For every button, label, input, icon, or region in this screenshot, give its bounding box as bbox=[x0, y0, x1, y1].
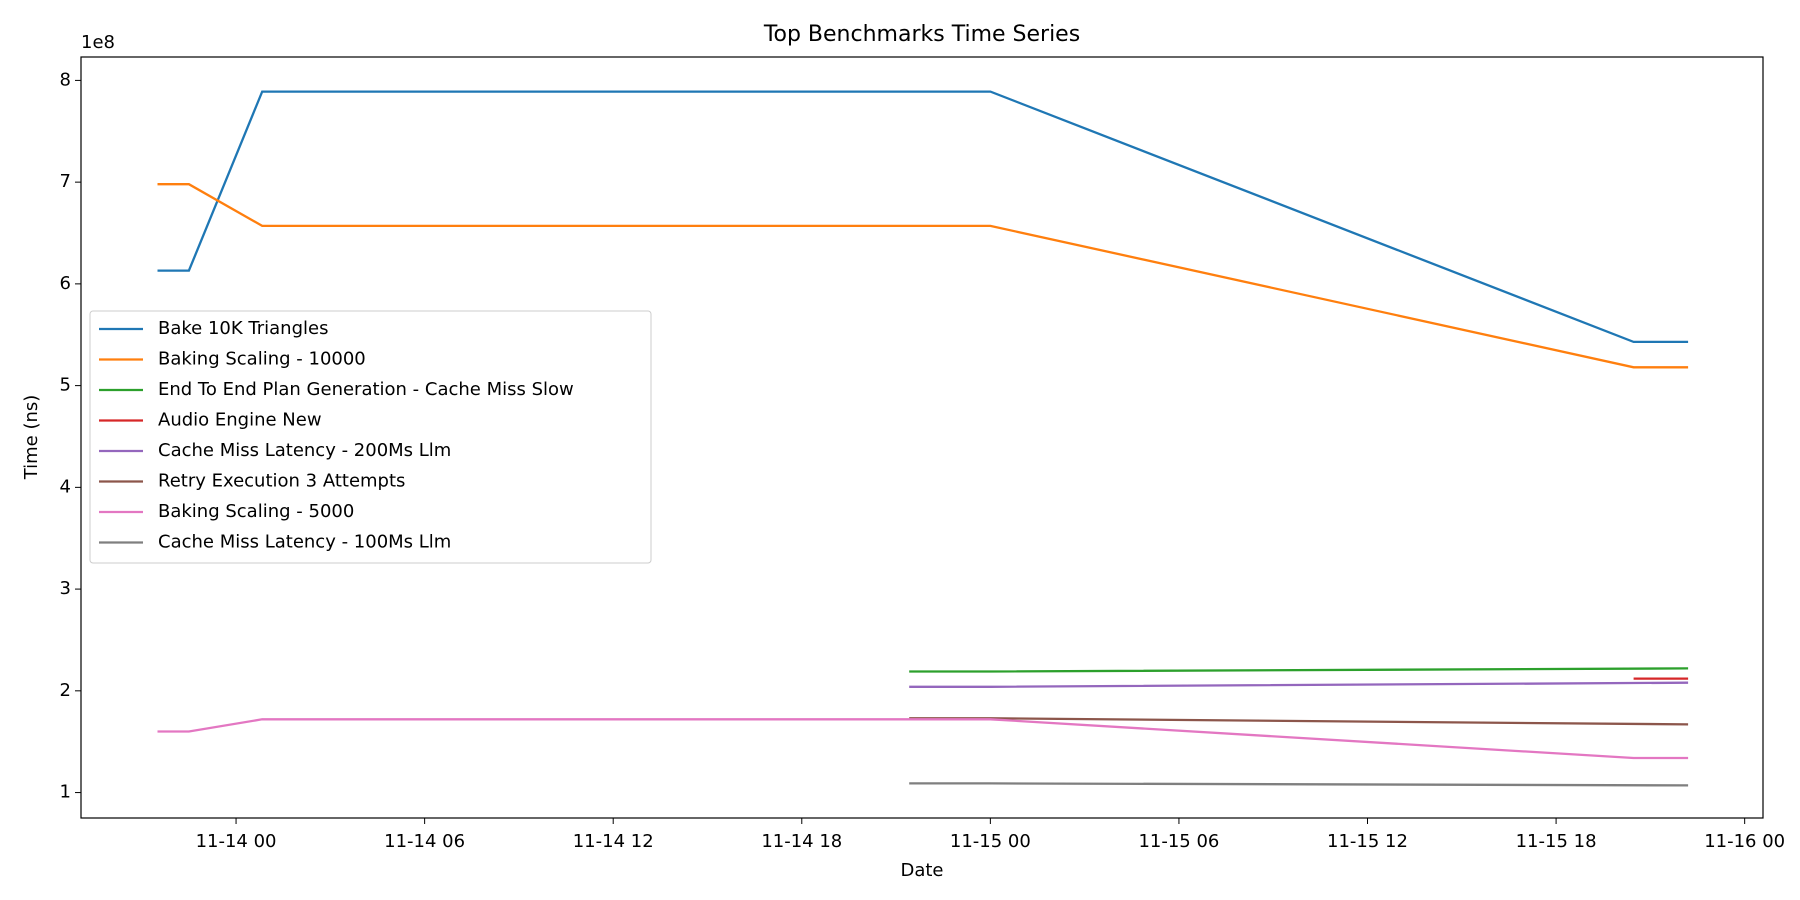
x-tick-label: 11-14 00 bbox=[196, 831, 277, 852]
legend-label: Bake 10K Triangles bbox=[158, 318, 328, 339]
y-offset-label: 1e8 bbox=[81, 32, 115, 53]
plot-frame bbox=[80, 56, 1764, 819]
series-line bbox=[157, 718, 1689, 760]
y-tick-label: 1 bbox=[60, 782, 71, 803]
x-tick-label: 11-15 12 bbox=[1327, 831, 1408, 852]
legend-box bbox=[89, 310, 652, 564]
y-tick-label: 7 bbox=[60, 171, 71, 192]
legend-label: Retry Execution 3 Attempts bbox=[158, 471, 405, 492]
x-axis-label: Date bbox=[900, 860, 943, 881]
x-tick-label: 11-16 00 bbox=[1704, 831, 1785, 852]
y-tick-label: 6 bbox=[60, 273, 71, 294]
series-line bbox=[157, 183, 1689, 369]
series-line bbox=[909, 782, 1689, 787]
legend-label: Cache Miss Latency - 100Ms Llm bbox=[158, 532, 451, 553]
x-tick-label: 11-14 06 bbox=[384, 831, 465, 852]
y-tick-label: 5 bbox=[60, 375, 71, 396]
series-line bbox=[909, 681, 1689, 688]
legend-label: End To End Plan Generation - Cache Miss … bbox=[158, 379, 574, 400]
chart-title: Top Benchmarks Time Series bbox=[763, 22, 1080, 47]
legend-label: Cache Miss Latency - 200Ms Llm bbox=[158, 440, 451, 461]
x-tick-label: 11-15 06 bbox=[1138, 831, 1219, 852]
legend-label: Baking Scaling - 5000 bbox=[158, 501, 354, 522]
x-tick-label: 11-15 18 bbox=[1516, 831, 1597, 852]
y-tick-label: 2 bbox=[60, 680, 71, 701]
series-line bbox=[157, 90, 1689, 344]
x-tick-label: 11-14 18 bbox=[761, 831, 842, 852]
y-tick-label: 3 bbox=[60, 578, 71, 599]
series-line bbox=[909, 667, 1689, 673]
y-axis-label: Time (ns) bbox=[21, 395, 42, 481]
y-tick-label: 4 bbox=[60, 476, 71, 497]
x-tick-label: 11-15 00 bbox=[950, 831, 1031, 852]
legend-label: Baking Scaling - 10000 bbox=[158, 349, 366, 370]
y-tick-label: 8 bbox=[60, 69, 71, 90]
legend-label: Audio Engine New bbox=[158, 410, 322, 431]
x-tick-label: 11-14 12 bbox=[573, 831, 654, 852]
